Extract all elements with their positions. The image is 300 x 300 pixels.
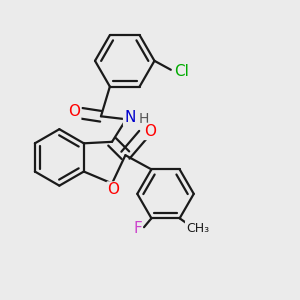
Text: F: F [133,221,142,236]
Text: H: H [139,112,149,126]
Text: O: O [68,104,80,119]
Text: N: N [124,110,136,125]
Text: CH₃: CH₃ [186,222,209,235]
Text: Cl: Cl [174,64,189,79]
Text: O: O [107,182,119,197]
Text: O: O [144,124,156,139]
